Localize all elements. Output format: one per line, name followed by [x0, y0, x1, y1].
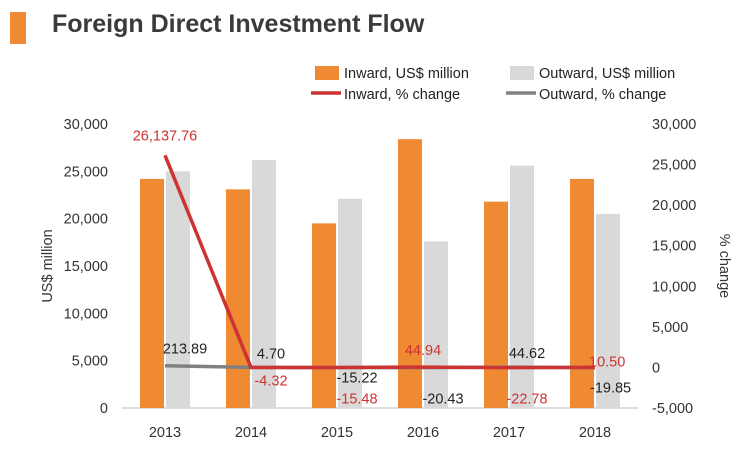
legend-label: Outward, US$ million [539, 66, 675, 82]
y-tick-label: 25,000 [64, 164, 108, 180]
legend-swatch [315, 66, 339, 80]
label-inward-change: 10.50 [589, 354, 625, 370]
y2-tick-label: 10,000 [652, 279, 696, 295]
label-outward-change: 213.89 [163, 342, 207, 358]
bar-inward [226, 189, 250, 408]
label-outward-change: -15.22 [336, 371, 377, 387]
data-labels: 26,137.76 -4.32 -15.48 44.94 -22.78 10.50 213.… [133, 128, 631, 407]
bar-inward [484, 201, 508, 408]
y2-tick-label: 30,000 [652, 117, 696, 133]
y2-tick-label: 25,000 [652, 158, 696, 174]
legend: Inward, US$ million Outward, US$ million I… [311, 66, 675, 103]
title-accent-bar [10, 12, 26, 44]
y-tick-label: 20,000 [64, 212, 108, 228]
bars [140, 139, 620, 408]
label-outward-change: 44.62 [509, 346, 545, 362]
label-outward-change: -19.85 [590, 381, 631, 397]
bar-inward [398, 139, 422, 408]
bar-inward [140, 178, 164, 408]
y2-tick-label: 0 [652, 360, 660, 376]
x-tick-label: 2014 [235, 425, 267, 441]
legend-swatch [510, 66, 534, 80]
line-inward-change [163, 154, 596, 370]
legend-label: Outward, % change [539, 87, 666, 103]
bar-outward [338, 198, 362, 408]
x-tick-label: 2016 [407, 425, 439, 441]
x-tick-label: 2017 [493, 425, 525, 441]
bar-outward [596, 213, 620, 408]
bar-outward [424, 241, 448, 408]
y-tick-label: 10,000 [64, 306, 108, 322]
label-inward-change: -15.48 [336, 392, 377, 408]
label-inward-change: 44.94 [405, 343, 441, 359]
y-tick-label: 30,000 [64, 117, 108, 133]
label-inward-change: 26,137.76 [133, 128, 198, 144]
y-tick-label: 0 [100, 401, 108, 417]
label-outward-change: -20.43 [422, 392, 463, 408]
y-tick-label: 15,000 [64, 259, 108, 275]
chart-title: Foreign Direct Investment Flow [52, 10, 425, 38]
x-tick-label: 2013 [149, 425, 181, 441]
bar-outward [252, 159, 276, 408]
legend-label: Inward, % change [344, 87, 460, 103]
y-tick-label: 5,000 [72, 354, 108, 370]
bar-inward [570, 178, 594, 408]
legend-label: Inward, US$ million [344, 66, 469, 82]
y2-tick-label: 20,000 [652, 198, 696, 214]
label-inward-change: -4.32 [254, 373, 287, 389]
y2-tick-label: 15,000 [652, 239, 696, 255]
label-outward-change: 4.70 [257, 346, 285, 362]
axes: 30,000 25,000 20,000 15,000 10,000 5,000 0 30,0… [40, 117, 732, 441]
bar-outward [510, 165, 534, 408]
label-inward-change: -22.78 [506, 392, 547, 408]
x-tick-label: 2018 [579, 425, 611, 441]
lines [163, 154, 596, 370]
y2-tick-label: 5,000 [652, 320, 688, 336]
y2-axis-title: % change [716, 234, 732, 299]
bar-inward [312, 223, 336, 408]
y-axis-title: US$ million [40, 229, 56, 302]
x-tick-label: 2015 [321, 425, 353, 441]
y2-tick-label: -5,000 [652, 401, 693, 417]
